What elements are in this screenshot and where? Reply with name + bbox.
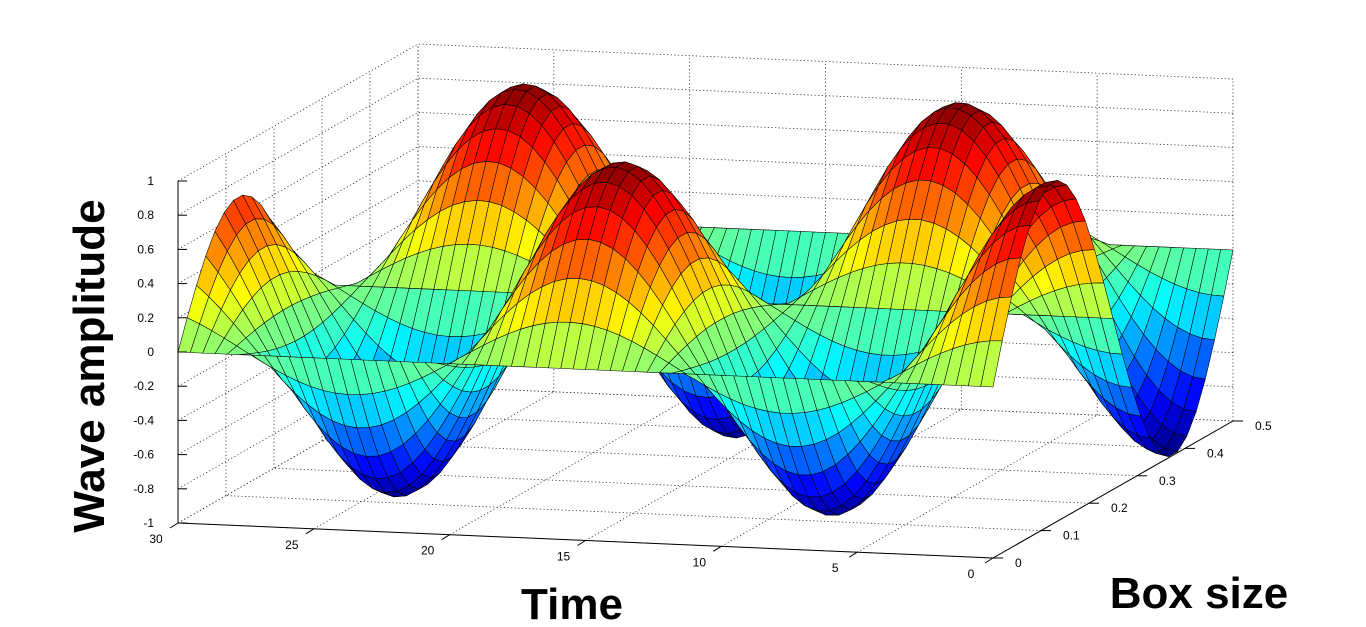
y-tick-label: 0.3 <box>1159 474 1176 488</box>
wave-surface <box>177 83 1234 516</box>
grid-line <box>417 43 1234 80</box>
grid-line <box>177 43 419 182</box>
z-tick-label: 0.8 <box>137 208 154 222</box>
x-tick-label: 20 <box>421 544 435 558</box>
x-tick-label: 30 <box>149 532 163 546</box>
tick-labels: -1-0.8-0.6-0.4-0.200.20.40.60.8105101520… <box>133 174 1272 581</box>
z-tick-label: 0.2 <box>137 311 154 325</box>
surface-patch <box>980 340 1003 388</box>
z-axis-label: Wave amplitude <box>65 199 114 532</box>
x-tick-label: 5 <box>832 561 839 575</box>
x-tick <box>984 557 994 564</box>
grid-line <box>417 77 1234 114</box>
x-tick <box>169 522 179 529</box>
x-tick-label: 15 <box>557 550 571 564</box>
grid-line <box>449 397 690 536</box>
grid-line <box>177 77 419 216</box>
x-tick-label: 0 <box>968 567 975 581</box>
x-tick <box>577 540 586 546</box>
z-tick-label: -1 <box>143 516 154 530</box>
z-tick-label: -0.2 <box>133 379 154 393</box>
x-tick <box>713 545 722 552</box>
grid-line <box>417 112 1234 148</box>
x-axis-label: Time <box>521 580 623 627</box>
y-tick-label: 0.4 <box>1207 446 1224 460</box>
z-tick-label: 0 <box>147 345 154 359</box>
grid-line <box>417 146 1234 182</box>
y-tick-label: 0.2 <box>1111 501 1128 515</box>
y-axis-line <box>992 420 1234 559</box>
x-tick-label: 25 <box>285 538 299 552</box>
z-tick-label: -0.6 <box>133 448 154 462</box>
z-tick-label: 0.4 <box>137 277 154 291</box>
z-tick-label: 0.6 <box>137 242 154 256</box>
grid-line <box>321 440 1138 477</box>
x-tick <box>441 534 450 541</box>
x-tick-label: 10 <box>693 555 707 569</box>
grid-line <box>225 495 1042 531</box>
z-tick-label: 1 <box>147 174 154 188</box>
grid-line <box>273 467 1090 504</box>
axes <box>169 180 1243 564</box>
y-tick-label: 0 <box>1015 556 1022 570</box>
grid-line <box>177 112 419 250</box>
z-tick-label: -0.4 <box>133 413 154 427</box>
y-tick-label: 0.5 <box>1255 419 1272 433</box>
z-tick-label: -0.8 <box>133 482 154 496</box>
x-tick <box>305 528 315 535</box>
y-axis-label: Box size <box>1110 569 1289 618</box>
grid-line <box>417 180 1234 217</box>
x-tick <box>848 551 858 558</box>
y-tick-label: 0.1 <box>1063 529 1080 543</box>
